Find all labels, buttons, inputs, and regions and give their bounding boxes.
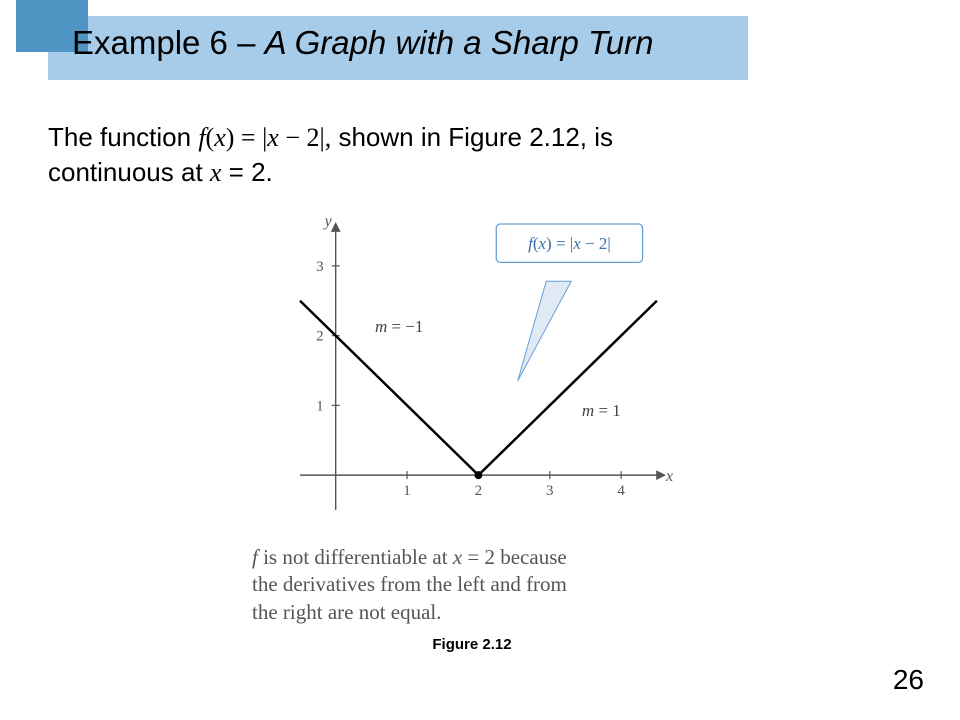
svg-text:3: 3 <box>316 259 324 275</box>
figure-label: Figure 2.12 <box>252 636 692 653</box>
body-function: f(x) = |x − 2|, <box>198 123 331 152</box>
caption-x: x <box>453 545 462 569</box>
svg-text:4: 4 <box>617 483 625 499</box>
svg-text:2: 2 <box>316 329 324 345</box>
svg-text:f(x) = |x − 2|: f(x) = |x − 2| <box>528 234 611 253</box>
caption-italic-f: f <box>252 545 258 569</box>
svg-text:m = −1: m = −1 <box>375 317 423 336</box>
caption-l3: the right are not equal. <box>252 600 442 624</box>
body-line2-x: x <box>210 158 222 187</box>
svg-text:1: 1 <box>403 483 411 499</box>
body-paragraph: The function f(x) = |x − 2|, shown in Fi… <box>48 120 828 190</box>
body-line2a: continuous at <box>48 157 210 187</box>
slide-title: Example 6 – A Graph with a Sharp Turn <box>72 24 653 62</box>
figure-container: 1 2 3 4 1 2 3 x y m = −1 m = 1 f(x) = |x − 2| f is … <box>252 210 692 653</box>
body-post1: shown in Figure 2.12, is <box>331 122 613 152</box>
caption-l2: the derivatives from the left and from <box>252 572 567 596</box>
svg-text:m = 1: m = 1 <box>582 401 621 420</box>
svg-text:2: 2 <box>475 483 483 499</box>
caption-l1-rest: is not differentiable at <box>263 545 453 569</box>
caption-eq: = 2 because <box>467 545 566 569</box>
svg-text:x: x <box>665 468 673 485</box>
figure-caption: f is not differentiable at x = 2 because… <box>252 544 692 626</box>
svg-text:1: 1 <box>316 398 324 414</box>
body-pre: The function <box>48 122 198 152</box>
body-line2b: = 2. <box>221 157 272 187</box>
title-prefix: Example 6 – <box>72 24 265 61</box>
page-number: 26 <box>893 664 924 696</box>
figure-svg: 1 2 3 4 1 2 3 x y m = −1 m = 1 f(x) = |x − 2| <box>252 210 682 540</box>
svg-text:y: y <box>323 213 333 230</box>
svg-text:3: 3 <box>546 483 554 499</box>
title-subtitle: A Graph with a Sharp Turn <box>265 24 654 61</box>
